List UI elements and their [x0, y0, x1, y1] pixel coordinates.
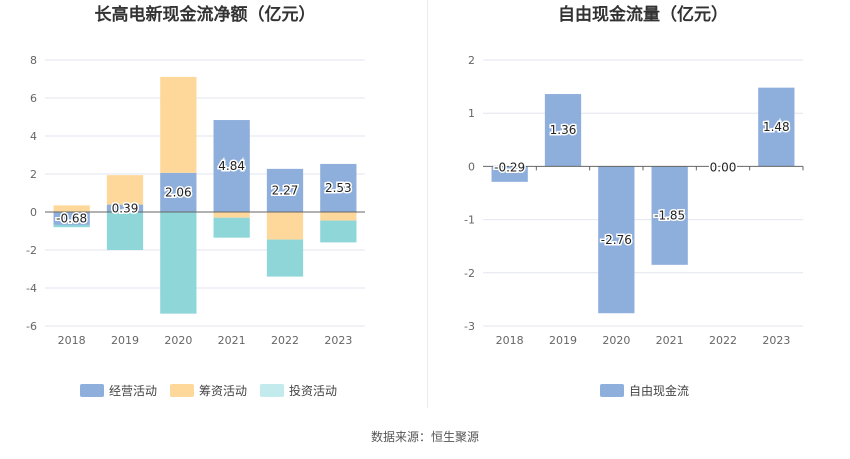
bar-经营活动-2020 — [160, 172, 197, 212]
data-label: -0.29 — [494, 160, 525, 174]
y-tick-label: 4 — [30, 130, 37, 143]
x-tick-label: 2023 — [324, 334, 352, 347]
legend-label-经营活动: 经营活动 — [109, 384, 157, 398]
bar-筹资活动-2018 — [53, 205, 90, 212]
data-label: 4.84 — [218, 159, 245, 173]
x-tick-label: 2022 — [709, 334, 737, 347]
chart-title-1: 长高电新现金流净额（亿元） — [95, 4, 316, 25]
legend-label-筹资活动: 筹资活动 — [199, 384, 247, 398]
bar-投资活动-2019 — [106, 212, 144, 250]
data-label: 2.53 — [325, 181, 352, 195]
bar-筹资活动-2020 — [160, 76, 197, 173]
data-label: 1.36 — [550, 123, 577, 137]
bar-自由现金流-2021 — [651, 166, 688, 265]
bar-筹资活动-2023 — [320, 212, 357, 221]
bar-筹资活动-2021 — [213, 212, 250, 218]
y-tick-label: 0 — [30, 206, 37, 219]
bar-经营活动-2018 — [53, 212, 90, 225]
data-label: -2.76 — [601, 233, 632, 247]
bar-自由现金流-2020 — [598, 166, 635, 314]
legend-swatch-筹资活动 — [170, 384, 194, 397]
bar-投资活动-2023 — [320, 220, 357, 243]
x-tick-label: 2019 — [549, 334, 577, 347]
bar-投资活动-2018 — [53, 224, 90, 228]
bar-筹资活动-2022 — [266, 212, 304, 240]
legend-label-自由现金流: 自由现金流 — [629, 383, 689, 398]
bar-投资活动-2020 — [160, 212, 197, 314]
data-label: 1.48 — [763, 120, 790, 134]
y-tick-label: 0 — [468, 160, 475, 173]
bar-经营活动-2022 — [266, 168, 304, 212]
x-tick-label: 2020 — [602, 334, 630, 347]
bar-经营活动-2023 — [320, 163, 357, 212]
bar-经营活动-2021 — [213, 120, 250, 212]
y-tick-label: 8 — [30, 54, 37, 67]
legend-swatch-投资活动 — [260, 384, 284, 397]
y-tick-label: 6 — [30, 92, 37, 105]
bar-自由现金流-2019 — [544, 94, 582, 167]
x-tick-label: 2019 — [111, 334, 139, 347]
bar-自由现金流-2018 — [491, 166, 528, 182]
y-tick-label: -3 — [464, 320, 475, 333]
x-tick-label: 2021 — [218, 334, 246, 347]
legend-label-投资活动: 投资活动 — [289, 383, 337, 398]
bar-经营活动-2019 — [106, 204, 144, 212]
legend-swatch-经营活动 — [80, 384, 104, 397]
y-tick-label: -4 — [26, 282, 37, 295]
y-tick-label: 2 — [468, 54, 475, 67]
x-tick-label: 2021 — [656, 334, 684, 347]
x-tick-label: 2020 — [164, 334, 192, 347]
chart-title-2: 自由现金流量（亿元） — [558, 4, 728, 25]
data-label: 0.39 — [112, 201, 139, 215]
y-tick-label: 1 — [468, 107, 475, 120]
x-tick-label: 2022 — [271, 334, 299, 347]
y-tick-label: -6 — [26, 320, 37, 333]
panel-divider — [427, 0, 428, 408]
data-label: -0.68 — [56, 211, 87, 225]
bar-筹资活动-2019 — [106, 175, 144, 205]
data-label: 2.06 — [165, 185, 192, 199]
y-tick-label: -2 — [464, 267, 475, 280]
bar-自由现金流-2023 — [758, 87, 795, 167]
y-tick-label: -2 — [26, 244, 37, 257]
x-tick-label: 2018 — [496, 334, 524, 347]
x-tick-label: 2018 — [58, 334, 86, 347]
data-source-note: 数据来源：恒生聚源 — [370, 430, 479, 444]
legend-swatch-自由现金流 — [600, 384, 624, 397]
data-label: -1.85 — [654, 209, 685, 223]
bar-投资活动-2021 — [213, 217, 250, 238]
bar-投资活动-2022 — [266, 239, 304, 277]
data-label: 0.00 — [710, 160, 737, 174]
y-tick-label: -1 — [464, 214, 475, 227]
y-tick-label: 2 — [30, 168, 37, 181]
data-label: 2.27 — [272, 183, 299, 197]
x-tick-label: 2023 — [762, 334, 790, 347]
